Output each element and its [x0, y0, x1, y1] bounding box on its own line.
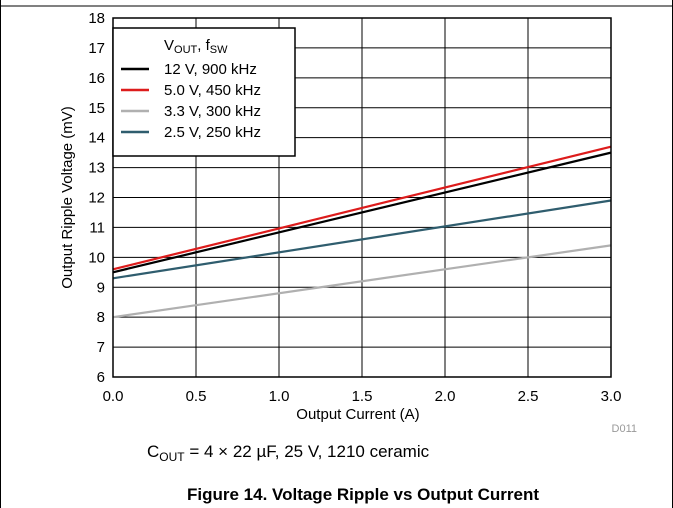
x-tick-label-1: 0.5 [186, 388, 207, 405]
legend-title-f-sub: SW [210, 44, 228, 56]
legend-label-0: 12 V, 900 kHz [164, 61, 257, 78]
y-tick-label-1: 7 [97, 339, 105, 356]
x-tick-label-3: 1.5 [352, 388, 373, 405]
figure-title: Figure 14. Voltage Ripple vs Output Curr… [187, 485, 539, 504]
x-tick-labels: 0.0 0.5 1.0 1.5 2.0 2.5 3.0 [103, 388, 622, 405]
x-tick-label-4: 2.0 [435, 388, 456, 405]
y-axis-title: Output Ripple Voltage (mV) [59, 106, 76, 289]
y-tick-labels: 6 7 8 9 10 11 12 13 14 15 16 17 18 [88, 10, 105, 386]
y-tick-label-0: 6 [97, 369, 105, 386]
y-tick-label-9: 15 [88, 100, 105, 117]
series-line-3 [112, 199, 612, 280]
series-line-1 [112, 145, 612, 271]
legend-label-1: 5.0 V, 450 kHz [164, 82, 261, 99]
figure-code-tag: D011 [612, 423, 637, 435]
caption-c: C [147, 442, 159, 461]
x-tick-label-6: 3.0 [601, 388, 622, 405]
x-tick-label-2: 1.0 [269, 388, 290, 405]
y-tick-label-12: 18 [88, 10, 105, 27]
x-tick-label-5: 2.5 [518, 388, 539, 405]
legend-title-sep: , f [197, 37, 210, 54]
legend-title-v-sub: OUT [174, 44, 198, 56]
y-tick-label-3: 9 [97, 279, 105, 296]
y-tick-label-8: 14 [88, 130, 105, 147]
y-tick-label-2: 8 [97, 309, 105, 326]
series-lines [112, 145, 612, 319]
legend-label-3: 2.5 V, 250 kHz [164, 124, 261, 141]
y-tick-label-4: 10 [88, 249, 105, 266]
legend-items: 12 V, 900 kHz 5.0 V, 450 kHz 3.3 V, 300 kH… [121, 61, 261, 141]
y-tick-label-6: 12 [88, 190, 105, 207]
y-tick-label-5: 11 [89, 219, 105, 236]
y-tick-label-7: 13 [88, 160, 105, 177]
caption-rest: = 4 × 22 µF, 25 V, 1210 ceramic [185, 442, 430, 461]
caption-sub: OUT [159, 450, 185, 464]
y-tick-label-11: 17 [88, 40, 105, 57]
y-tick-label-10: 16 [88, 70, 105, 87]
legend-box [112, 27, 296, 157]
legend-title: VOUT, fSW [164, 37, 228, 56]
legend: VOUT, fSW 12 V, 900 kHz 5.0 V, 450 kHz 3.3… [112, 27, 296, 157]
x-tick-label-0: 0.0 [103, 388, 124, 405]
legend-label-2: 3.3 V, 300 kHz [164, 103, 261, 120]
series-line-0 [112, 151, 612, 274]
legend-title-v: V [164, 37, 174, 54]
series-line-2 [112, 244, 612, 319]
x-axis-title: Output Current (A) [296, 406, 419, 423]
plot-area [112, 17, 612, 378]
chart-caption: COUT = 4 × 22 µF, 25 V, 1210 ceramic [147, 442, 430, 464]
